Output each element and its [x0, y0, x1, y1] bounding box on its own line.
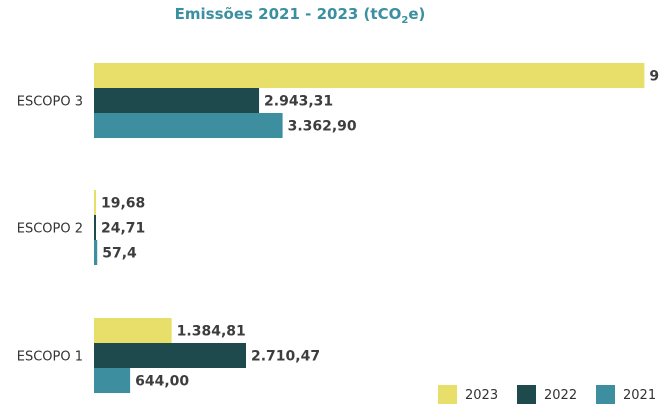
- category-label-escopo-1: ESCOPO 1: [17, 350, 83, 365]
- data-label-escopo-2-2023: 19,68: [101, 196, 145, 212]
- chart-title-prefix: Emissões 2021 - 2023 (tCO: [174, 5, 402, 23]
- bar-escopo-3-2023: [94, 63, 645, 88]
- data-label-escopo-1-2023: 1.384,81: [177, 324, 246, 340]
- bar-escopo-3-2022: [94, 88, 260, 113]
- data-label-escopo-3-2023: 9.814,82: [649, 69, 660, 85]
- legend-swatch-2021: [596, 385, 615, 404]
- legend-swatch-2023: [438, 385, 457, 404]
- bar-escopo-2-2022: [94, 215, 96, 240]
- chart-title-suffix: e): [408, 5, 426, 23]
- data-label-escopo-1-2022: 2.710,47: [251, 349, 320, 365]
- legend-swatch-2022: [517, 385, 536, 404]
- bar-escopo-1-2021: [94, 368, 131, 393]
- chart-title-subscript: 2: [401, 15, 409, 26]
- data-label-escopo-2-2021: 57,4: [102, 246, 137, 262]
- data-label-escopo-2-2022: 24,71: [101, 221, 145, 237]
- data-label-escopo-1-2021: 644,00: [135, 374, 189, 390]
- legend-label-2021: 2021: [623, 388, 656, 403]
- data-label-escopo-3-2022: 2.943,31: [264, 94, 333, 110]
- bar-escopo-2-2021: [94, 240, 98, 265]
- data-label-escopo-3-2021: 3.362,90: [288, 119, 357, 135]
- legend-label-2023: 2023: [465, 388, 498, 403]
- category-label-escopo-3: ESCOPO 3: [17, 95, 83, 110]
- legend-label-2022: 2022: [544, 388, 577, 403]
- bar-escopo-1-2022: [94, 343, 246, 368]
- bar-escopo-2-2023: [94, 190, 96, 215]
- bar-escopo-1-2023: [94, 318, 172, 343]
- bar-escopo-3-2021: [94, 113, 283, 138]
- chart-title: Emissões 2021 - 2023 (tCO2e): [0, 5, 600, 26]
- category-label-escopo-2: ESCOPO 2: [17, 222, 83, 237]
